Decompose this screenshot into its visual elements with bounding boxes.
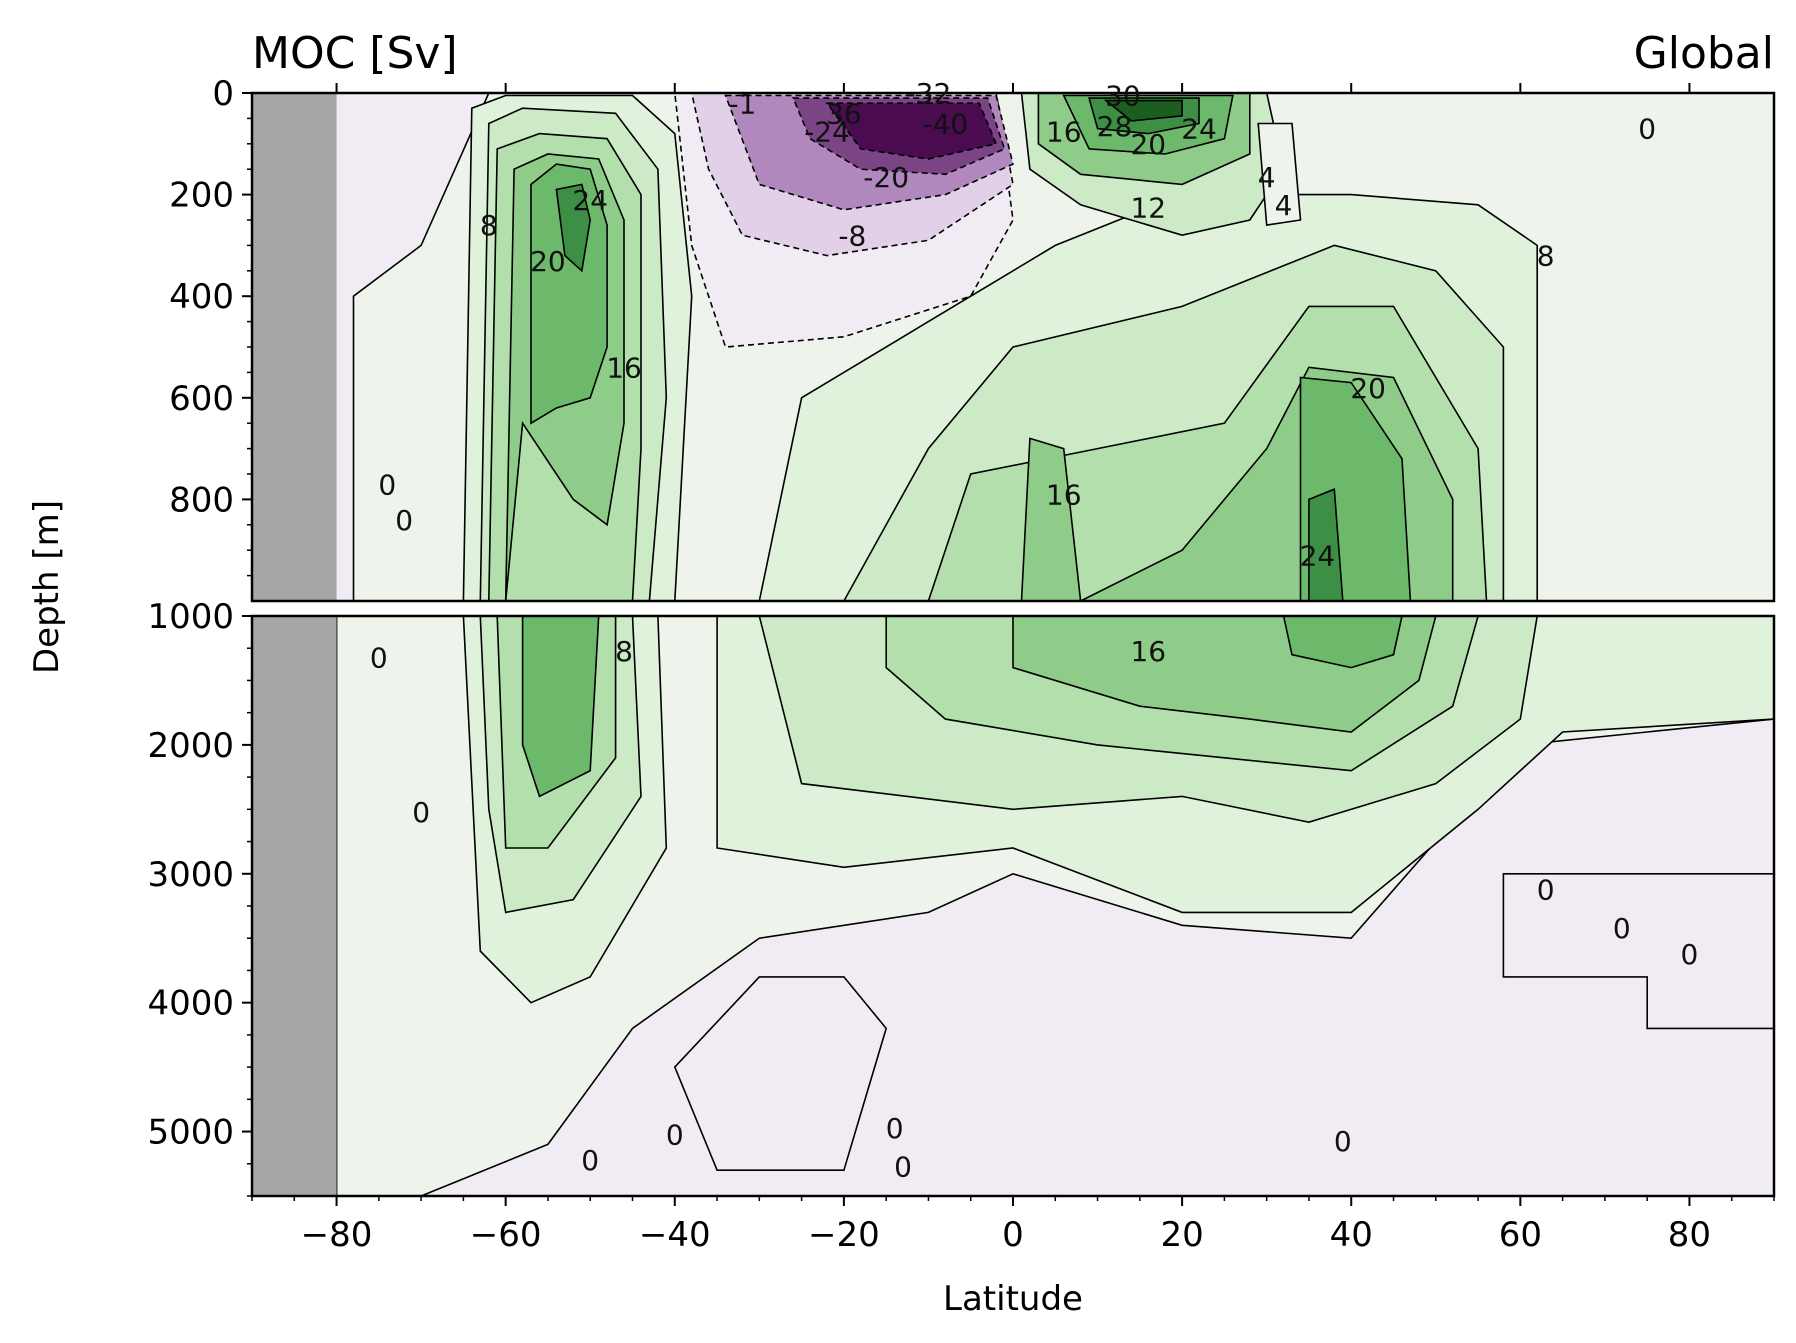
contour-label: 0 bbox=[370, 642, 388, 675]
tropical-neg-40 bbox=[825, 102, 998, 160]
contour-label: 12 bbox=[1130, 191, 1166, 224]
contour-label: 24 bbox=[572, 184, 608, 217]
x-tick-label: −80 bbox=[301, 1215, 373, 1255]
nadw-24 bbox=[1308, 488, 1344, 601]
title-left: MOC [Sv] bbox=[252, 28, 458, 79]
lower-y-axis: 1000 2000 3000 4000 5000 bbox=[147, 597, 252, 1197]
y-tick-label: 800 bbox=[169, 480, 234, 520]
lower-deep-pocket bbox=[673, 976, 888, 1171]
lower-southern-16 bbox=[521, 616, 600, 798]
y-tick-label: 5000 bbox=[147, 1113, 234, 1153]
y-tick-label: 0 bbox=[212, 74, 234, 114]
lower-nadw-20 bbox=[1282, 616, 1403, 669]
contour-label: 36 bbox=[826, 97, 862, 130]
tropical-pos-30 bbox=[1103, 99, 1183, 122]
lower-arctic-box bbox=[1502, 873, 1774, 1030]
contour-label: 0 bbox=[1613, 912, 1631, 945]
contour-label: 24 bbox=[1300, 539, 1336, 572]
lower-contour-field bbox=[252, 616, 1774, 1196]
y-tick-label: 400 bbox=[169, 277, 234, 317]
contour-label: 0 bbox=[1537, 874, 1555, 907]
contour-label: 16 bbox=[1130, 635, 1166, 668]
x-tick-label: 60 bbox=[1499, 1215, 1542, 1255]
contour-label: 0 bbox=[378, 468, 396, 501]
lower-x-axis: −80 −60 −40 −20 0 20 40 60 80 bbox=[251, 1196, 1775, 1255]
contour-label: 24 bbox=[1181, 113, 1217, 146]
contour-label: 0 bbox=[581, 1144, 599, 1177]
lower-land-mask bbox=[252, 616, 337, 1196]
x-axis-label: Latitude bbox=[943, 1279, 1083, 1319]
y-tick-label: 2000 bbox=[147, 726, 234, 766]
contour-label: 8 bbox=[1537, 240, 1555, 273]
contour-label: -20 bbox=[863, 161, 909, 194]
contour-label: 20 bbox=[530, 245, 566, 278]
upper-land-mask bbox=[252, 93, 337, 601]
contour-label: 16 bbox=[606, 351, 642, 384]
lower-panel: 1000 2000 3000 4000 5000 −80 −60 −40 −20 0 20 40 60… bbox=[147, 597, 1776, 1255]
contour-label: 0 bbox=[886, 1112, 904, 1145]
contour-label: 4 bbox=[1258, 161, 1276, 194]
contour-label: -40 bbox=[922, 108, 968, 141]
contour-label: -1 bbox=[728, 87, 756, 120]
contour-label: 0 bbox=[666, 1118, 684, 1151]
x-tick-label: 80 bbox=[1668, 1215, 1711, 1255]
y-tick-label: 3000 bbox=[147, 855, 234, 895]
x-tick-label: −60 bbox=[470, 1215, 542, 1255]
southern-cell-24 bbox=[555, 183, 592, 273]
contour-label: 0 bbox=[1638, 113, 1656, 146]
upper-y-axis: 0 200 400 600 800 bbox=[169, 74, 252, 577]
upper-contour-field bbox=[252, 93, 1774, 601]
contour-label: -32 bbox=[906, 77, 952, 110]
contour-label: 16 bbox=[1046, 115, 1082, 148]
x-tick-label: 0 bbox=[1002, 1215, 1024, 1255]
y-tick-label: 600 bbox=[169, 379, 234, 419]
contour-label: 0 bbox=[412, 796, 430, 829]
tropical-4-eddy bbox=[1257, 122, 1302, 227]
x-tick-label: −40 bbox=[639, 1215, 711, 1255]
title-right: Global bbox=[1634, 28, 1774, 79]
y-tick-label: 1000 bbox=[147, 597, 234, 637]
contour-label: 16 bbox=[1046, 478, 1082, 511]
upper-x-ticks bbox=[335, 83, 1691, 93]
contour-label: 30 bbox=[1105, 80, 1141, 113]
contour-label: 0 bbox=[894, 1151, 912, 1184]
contour-label: 0 bbox=[1681, 938, 1699, 971]
x-tick-label: 40 bbox=[1330, 1215, 1373, 1255]
y-tick-label: 4000 bbox=[147, 984, 234, 1024]
x-tick-label: −20 bbox=[808, 1215, 880, 1255]
contour-label: -24 bbox=[804, 115, 850, 148]
x-tick-label: 20 bbox=[1160, 1215, 1203, 1255]
contour-label: 8 bbox=[480, 209, 498, 242]
contour-label: 0 bbox=[1334, 1125, 1352, 1158]
contour-label: -8 bbox=[838, 219, 866, 252]
contour-label: 0 bbox=[395, 504, 413, 537]
contour-label: 28 bbox=[1097, 110, 1133, 143]
y-tick-label: 200 bbox=[169, 176, 234, 216]
contour-label: 20 bbox=[1350, 372, 1386, 405]
contour-label: 4 bbox=[1275, 189, 1293, 222]
y-axis-label: Depth [m] bbox=[27, 500, 67, 674]
contour-label: 8 bbox=[615, 635, 633, 668]
contour-label: 20 bbox=[1130, 128, 1166, 161]
